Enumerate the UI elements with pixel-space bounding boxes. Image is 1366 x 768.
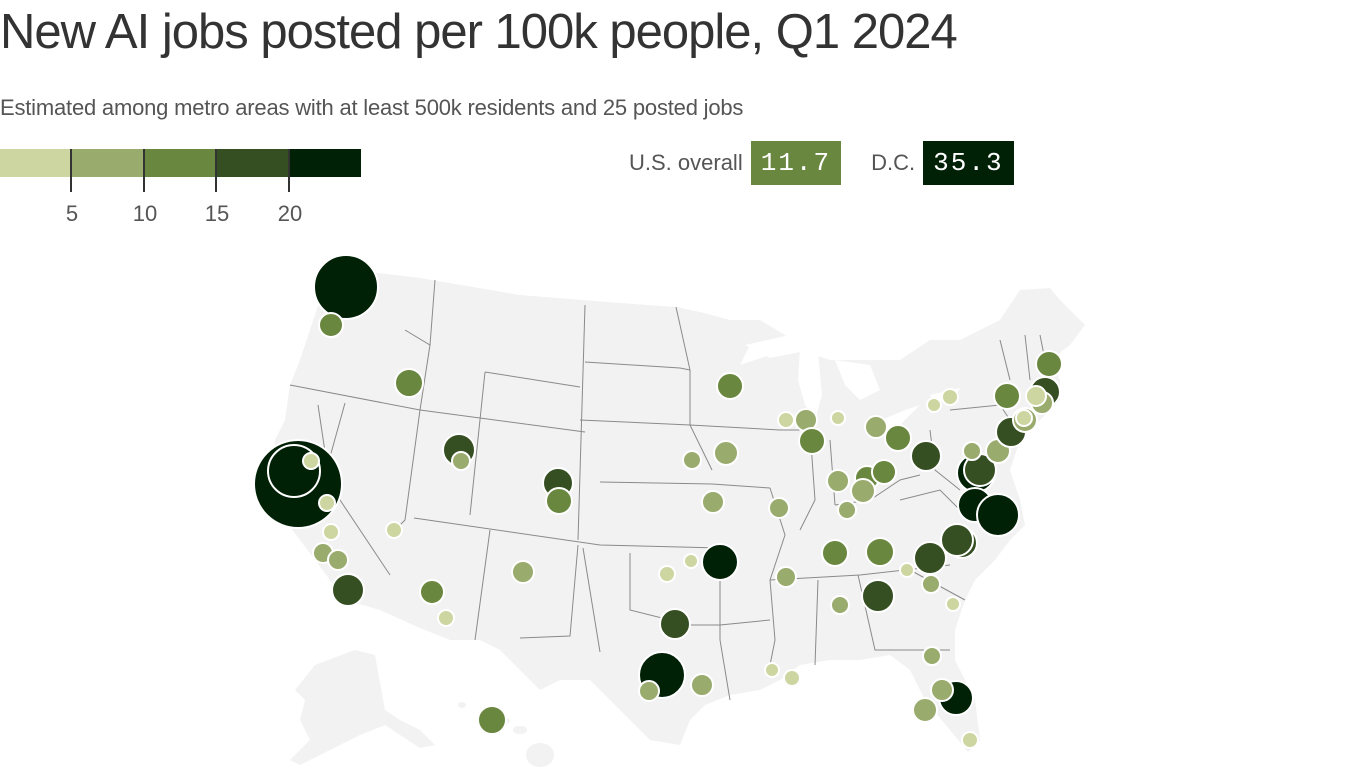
chart-title: New AI jobs posted per 100k people, Q1 2… xyxy=(0,5,958,59)
metro-bubble xyxy=(716,372,744,400)
metro-bubble xyxy=(322,523,340,541)
reference-callouts: U.S. overall 11.7 D.C. 35.3 xyxy=(629,141,1044,185)
legend-tick-label: 15 xyxy=(204,201,230,226)
legend-tick-label: 10 xyxy=(132,201,158,226)
legend-tick xyxy=(143,149,145,192)
metro-bubble xyxy=(638,680,660,702)
metro-bubble xyxy=(327,549,349,571)
metro-bubble xyxy=(451,451,471,471)
legend-tick xyxy=(215,149,217,192)
metro-bubble xyxy=(910,440,942,472)
metro-bubble xyxy=(926,397,942,413)
metro-bubble xyxy=(865,537,895,567)
metro-bubble xyxy=(940,523,974,557)
metro-bubble xyxy=(993,382,1021,410)
metro-bubble xyxy=(1025,385,1047,407)
metro-bubble xyxy=(419,579,445,605)
legend-tick xyxy=(70,149,72,192)
metro-bubble xyxy=(683,553,699,569)
legend-swatch-15-20 xyxy=(216,149,289,177)
metro-bubble xyxy=(837,500,857,520)
hawaii-big-island xyxy=(526,743,554,767)
metro-bubble xyxy=(318,494,336,512)
legend-swatch-0-5 xyxy=(0,149,71,177)
lake-superior xyxy=(745,335,830,358)
metro-bubble xyxy=(830,410,846,426)
metro-bubble xyxy=(313,254,379,320)
metro-bubble xyxy=(437,609,455,627)
metro-bubble xyxy=(331,573,365,607)
metro-bubble xyxy=(659,608,691,640)
metro-bubble xyxy=(775,566,797,588)
metro-bubble xyxy=(302,452,320,470)
metro-bubble xyxy=(768,497,790,519)
us-bubble-map xyxy=(253,254,1085,767)
metro-bubble xyxy=(962,441,982,461)
metro-bubble xyxy=(1035,350,1063,378)
metro-bubble xyxy=(783,669,801,687)
metro-bubbles xyxy=(253,254,1063,749)
metro-bubble xyxy=(871,459,897,485)
metro-bubble xyxy=(826,469,850,493)
dc-label: D.C. xyxy=(871,150,916,175)
legend-swatch-20-plus xyxy=(289,149,361,177)
metro-bubble xyxy=(701,490,725,514)
land-shapes xyxy=(272,268,1085,767)
metro-bubble xyxy=(764,662,780,678)
us-overall-value: 11.7 xyxy=(750,141,842,185)
metro-bubble xyxy=(394,368,424,398)
metro-bubble xyxy=(798,427,826,455)
us-overall-label: U.S. overall xyxy=(629,150,743,175)
metro-bubble xyxy=(922,646,942,666)
dc-value: 35.3 xyxy=(923,141,1014,185)
metro-bubble xyxy=(961,731,979,749)
metro-bubble xyxy=(511,560,535,584)
legend-tick-label: 5 xyxy=(65,201,79,226)
metro-bubble xyxy=(930,678,954,702)
lake-huron xyxy=(835,360,880,400)
hawaii-maui xyxy=(513,726,527,734)
metro-bubble xyxy=(913,541,947,575)
metro-bubble xyxy=(830,595,850,615)
legend-swatch-10-15 xyxy=(144,149,216,177)
metro-bubble xyxy=(821,539,849,567)
metro-bubble xyxy=(884,424,912,452)
metro-bubble xyxy=(318,312,344,338)
metro-bubble xyxy=(713,440,739,466)
metro-bubble xyxy=(861,579,895,613)
metro-bubble xyxy=(945,596,961,612)
metro-bubble xyxy=(658,565,676,583)
metro-bubble xyxy=(899,562,915,578)
metro-bubble xyxy=(545,487,573,515)
legend-tick xyxy=(288,149,290,192)
contiguous-us-shape xyxy=(272,268,1085,752)
metro-bubble xyxy=(850,478,876,504)
hawaii-kauai xyxy=(458,702,466,708)
metro-bubble xyxy=(864,415,888,439)
metro-bubble xyxy=(777,411,795,429)
metro-bubble xyxy=(690,673,714,697)
metro-bubble xyxy=(921,574,941,594)
metro-bubble xyxy=(701,543,739,581)
color-legend: 5 10 15 20 xyxy=(0,149,362,239)
metro-bubble xyxy=(1015,409,1033,427)
metro-bubble xyxy=(941,388,959,406)
metro-bubble xyxy=(976,493,1020,537)
metro-bubble xyxy=(477,705,507,735)
legend-bar xyxy=(0,149,362,177)
metro-bubble xyxy=(385,521,403,539)
chart-subtitle: Estimated among metro areas with at leas… xyxy=(0,95,744,120)
great-lakes xyxy=(745,335,960,432)
legend-swatch-5-10 xyxy=(71,149,144,177)
lake-michigan xyxy=(798,348,822,420)
legend-tick-label: 20 xyxy=(277,201,303,226)
alaska-shape xyxy=(290,650,435,765)
metro-bubble xyxy=(912,697,938,723)
metro-bubble xyxy=(682,450,702,470)
